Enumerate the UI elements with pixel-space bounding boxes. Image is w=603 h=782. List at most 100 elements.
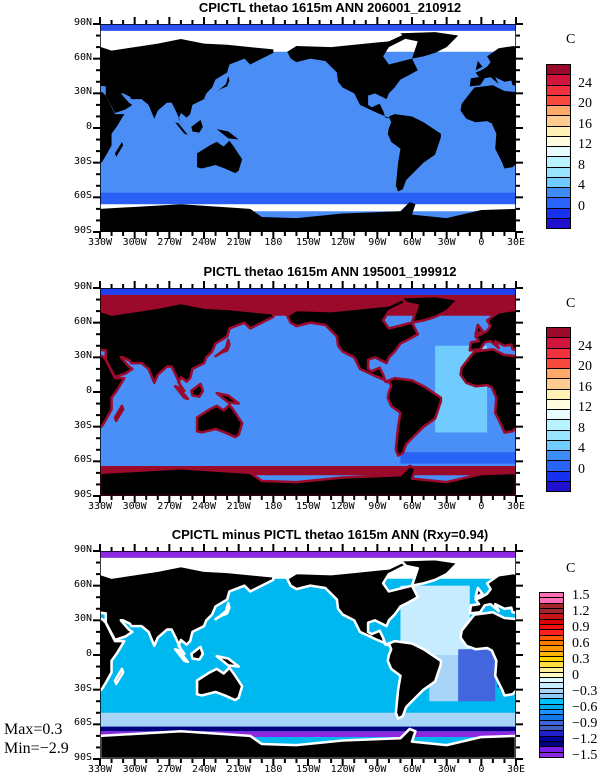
lon-label: 0 xyxy=(478,237,485,248)
borneo-land xyxy=(191,119,203,133)
lon-label: 330W xyxy=(87,501,113,512)
lon-label: 240W xyxy=(191,237,217,248)
lat-label: 30S xyxy=(73,155,92,167)
lon-label: 330W xyxy=(87,237,113,248)
lon-label: 270W xyxy=(157,237,182,248)
colorbar-unit: C xyxy=(566,32,576,47)
australia-land xyxy=(195,666,244,702)
colorbar-label: 12 xyxy=(578,400,592,415)
lat-label: 60N xyxy=(73,315,92,327)
max-value: Max=0.3 xyxy=(4,721,63,738)
arctic-band xyxy=(100,551,516,558)
lon-label: 150W xyxy=(295,237,321,248)
britain-land xyxy=(474,586,484,599)
lon-label: 300W xyxy=(122,764,147,775)
panel-title: PICTL thetao 1615m ANN 195001_199912 xyxy=(203,264,457,279)
axis-ticks xyxy=(93,544,523,766)
colorbar-label: 16 xyxy=(578,116,592,132)
map-panel xyxy=(93,281,523,503)
sumatra-land xyxy=(173,647,190,664)
lat-label: 30S xyxy=(73,419,92,431)
lon-label: 30W xyxy=(437,237,456,248)
south-america-land xyxy=(386,639,443,720)
lat-label: 30S xyxy=(73,682,92,694)
eurasia-land xyxy=(100,39,274,127)
colorbar-label: 1.2 xyxy=(572,604,590,620)
colorbar-label: 20 xyxy=(578,359,592,374)
lon-label: 300W xyxy=(122,237,147,248)
map-panel xyxy=(93,17,523,239)
madagascar-land xyxy=(115,141,124,157)
colorbar-box xyxy=(546,217,571,229)
lon-label: 150W xyxy=(295,764,321,775)
map-panel xyxy=(93,544,523,766)
lon-label: 210W xyxy=(226,764,251,775)
lon-label: 60W xyxy=(402,501,422,512)
colorbar-label: 8 xyxy=(578,157,585,173)
colorbar-box xyxy=(539,751,564,758)
lon-label: 30E xyxy=(506,764,526,775)
greenland-land xyxy=(400,32,459,59)
lon-label: 30W xyxy=(437,764,456,775)
lon-label: 90W xyxy=(368,501,387,512)
australia-land xyxy=(197,140,243,174)
lon-label: 30E xyxy=(506,237,526,248)
lat-label: 60S xyxy=(73,190,92,202)
lat-label: 90N xyxy=(73,17,92,28)
sumatra-land xyxy=(175,122,188,135)
new-guinea-land xyxy=(215,391,240,405)
lon-label: 180 xyxy=(264,501,283,512)
lon-label: 180 xyxy=(264,764,283,775)
south-america-land xyxy=(387,114,441,192)
lon-label: 30W xyxy=(437,501,456,512)
colorbar-label: 0 xyxy=(572,668,579,684)
eurasia-land xyxy=(468,308,516,352)
britain-land xyxy=(474,323,484,336)
colorbar-label: 4 xyxy=(578,178,585,193)
lon-label: 210W xyxy=(226,237,251,248)
africa-land xyxy=(100,617,126,693)
africa-land xyxy=(100,354,126,430)
colorbar-label: 8 xyxy=(578,420,585,436)
sumatra-land xyxy=(173,384,190,401)
lat-label: 30N xyxy=(73,613,92,625)
lon-label: 30E xyxy=(506,501,526,512)
eurasia-land xyxy=(100,564,275,656)
greenland-land xyxy=(399,294,460,324)
africa-land xyxy=(459,347,516,434)
colorbar-label: 24 xyxy=(578,75,592,91)
lon-label: 270W xyxy=(157,501,182,512)
colorbar-label: 0 xyxy=(578,198,585,214)
southern-light xyxy=(100,712,516,727)
lat-label: 90S xyxy=(73,752,92,763)
north-america-land xyxy=(287,33,418,119)
africa-land xyxy=(460,85,516,169)
antarctica-land xyxy=(100,201,516,232)
madagascar-land xyxy=(113,404,125,423)
borneo-land xyxy=(190,382,205,398)
lon-label: 150W xyxy=(295,501,321,512)
lat-label: 30N xyxy=(73,86,92,98)
colorbar-label: 0 xyxy=(578,461,585,477)
lon-label: 120W xyxy=(330,501,355,512)
colorbar-label: 16 xyxy=(578,379,592,395)
japan-land xyxy=(215,76,230,93)
greenland-land xyxy=(399,557,460,587)
colorbar-label: 20 xyxy=(578,96,592,111)
eurasia-land xyxy=(469,45,516,87)
japan-land xyxy=(214,601,231,621)
colorbar-label: −0.3 xyxy=(572,684,598,700)
lon-label: 300W xyxy=(122,501,147,512)
lon-label: 120W xyxy=(330,764,355,775)
lat-label: 60N xyxy=(73,51,92,63)
lon-label: 270W xyxy=(157,764,182,775)
colorbar-unit: C xyxy=(566,296,576,311)
lat-label: 90S xyxy=(73,489,92,500)
lon-label: 60W xyxy=(402,764,422,775)
africa-land xyxy=(459,610,516,697)
colorbar-label: 24 xyxy=(578,338,592,354)
map-canvas xyxy=(100,551,516,759)
colorbar-unit: C xyxy=(566,561,576,576)
colorbar-label: −1.2 xyxy=(572,732,598,748)
map-canvas xyxy=(100,288,516,496)
